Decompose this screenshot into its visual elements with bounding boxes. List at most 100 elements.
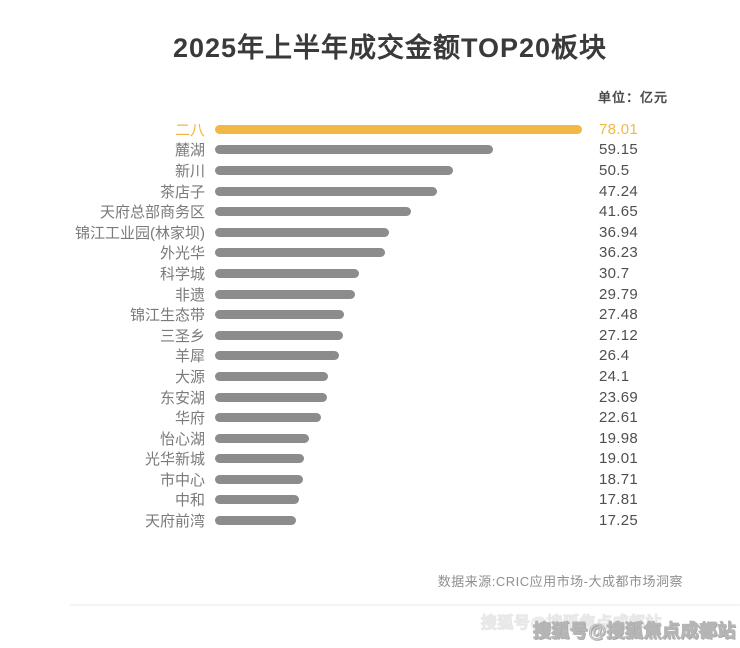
- value-label: 36.23: [599, 244, 639, 262]
- bar-area: [205, 330, 599, 340]
- bar-area: [205, 248, 599, 258]
- unit-label: 单位：亿元: [597, 90, 668, 105]
- bar: [215, 413, 322, 423]
- bar: [215, 495, 299, 505]
- category-label: 羊犀: [174, 348, 205, 366]
- bar-area: [205, 310, 599, 320]
- value-label: 17.25: [599, 512, 639, 530]
- value-label: 19.01: [599, 450, 639, 468]
- chart-title: 2025年上半年成交金额TOP20板块: [172, 33, 608, 63]
- value-label: 36.94: [599, 223, 639, 241]
- value-label: 17.81: [599, 491, 639, 509]
- value-label: 27.12: [599, 326, 639, 344]
- chart-row: 三圣乡 27.12: [0, 325, 740, 346]
- chart-row: 大源 24.1: [0, 366, 740, 387]
- bar-area: [205, 371, 599, 381]
- category-label: 光华新城: [144, 451, 205, 469]
- chart-row: 科学城 30.7: [0, 263, 740, 284]
- bar-area: [205, 454, 599, 464]
- category-label: 大源: [174, 368, 205, 386]
- value-label: 41.65: [599, 203, 639, 221]
- chart-row: 市中心 18.71: [0, 469, 740, 490]
- bar-area: [205, 474, 599, 484]
- bar-area: [205, 186, 599, 196]
- value-label: 47.24: [599, 182, 639, 200]
- bar-area: [205, 124, 599, 134]
- category-label: 锦江工业园(林家坝): [75, 224, 205, 242]
- bar: [215, 289, 356, 299]
- value-label: 23.69: [599, 388, 639, 406]
- chart-row: 东安湖 23.69: [0, 387, 740, 408]
- category-label: 怡心湖: [159, 430, 205, 448]
- bar-area: [205, 392, 599, 402]
- category-label: 锦江生态带: [129, 307, 205, 325]
- chart-row: 怡心湖 19.98: [0, 428, 740, 449]
- bar: [215, 433, 309, 443]
- bar: [215, 165, 453, 175]
- value-label: 26.4: [599, 347, 630, 365]
- chart-row: 光华新城 19.01: [0, 449, 740, 470]
- bar: [215, 516, 297, 526]
- value-label: 59.15: [599, 141, 639, 159]
- category-label: 麓湖: [174, 142, 205, 160]
- bar-area: [205, 495, 599, 505]
- bar-area: [205, 516, 599, 526]
- bar: [215, 145, 494, 155]
- chart-row: 锦江工业园(林家坝) 36.94: [0, 222, 740, 243]
- chart-row: 锦江生态带 27.48: [0, 304, 740, 325]
- value-label: 78.01: [599, 120, 639, 138]
- category-label: 科学城: [159, 265, 205, 283]
- bar: [215, 310, 345, 320]
- value-label: 27.48: [599, 306, 639, 324]
- chart-row: 二八 78.01: [0, 119, 740, 140]
- chart-row: 天府总部商务区 41.65: [0, 201, 740, 222]
- data-source-note: 数据来源:CRIC应用市场-大成都市场洞察: [437, 574, 683, 589]
- category-label: 三圣乡: [159, 327, 205, 345]
- bar-area: [205, 351, 599, 361]
- category-label: 二八: [174, 121, 205, 139]
- bar: [215, 227, 389, 237]
- watermark: 搜狐号@搜狐焦点成都站: [532, 621, 736, 642]
- value-label: 22.61: [599, 409, 639, 427]
- category-label: 华府: [174, 410, 205, 428]
- bottom-divider: [70, 604, 740, 606]
- category-label: 市中心: [159, 471, 205, 489]
- chart-row: 麓湖 59.15: [0, 140, 740, 161]
- bar: [215, 330, 343, 340]
- bar: [215, 186, 438, 196]
- value-label: 24.1: [599, 367, 630, 385]
- chart-row: 外光华 36.23: [0, 243, 740, 264]
- category-label: 中和: [174, 492, 205, 510]
- category-label: 外光华: [159, 245, 205, 263]
- category-label: 新川: [174, 162, 205, 180]
- bar-area: [205, 268, 599, 278]
- bar-area: [205, 433, 599, 443]
- value-label: 29.79: [599, 285, 639, 303]
- value-label: 18.71: [599, 470, 639, 488]
- bar: [215, 207, 411, 217]
- value-label: 30.7: [599, 264, 630, 282]
- bar: [215, 371, 329, 381]
- bar-area: [205, 413, 599, 423]
- value-label: 50.5: [599, 161, 630, 179]
- bar: [215, 248, 386, 258]
- category-label: 茶店子: [159, 183, 205, 201]
- chart-row: 茶店子 47.24: [0, 181, 740, 202]
- bar-area: [205, 165, 599, 175]
- bar-area: [205, 289, 599, 299]
- category-label: 东安湖: [159, 389, 205, 407]
- category-label: 天府前湾: [144, 513, 205, 531]
- bar-area: [205, 207, 599, 217]
- chart-rows: 二八 78.01 麓湖 59.15 新川 50.5 茶店子 47.24 天府总部…: [0, 119, 740, 531]
- chart-row: 非遗 29.79: [0, 284, 740, 305]
- bar-area: [205, 145, 599, 155]
- chart-row: 中和 17.81: [0, 490, 740, 511]
- chart-row: 新川 50.5: [0, 160, 740, 181]
- bar: [215, 124, 582, 134]
- category-label: 天府总部商务区: [99, 204, 205, 222]
- bar: [215, 351, 340, 361]
- bar-area: [205, 227, 599, 237]
- bar: [215, 392, 327, 402]
- bar: [215, 454, 305, 464]
- bar: [215, 268, 360, 278]
